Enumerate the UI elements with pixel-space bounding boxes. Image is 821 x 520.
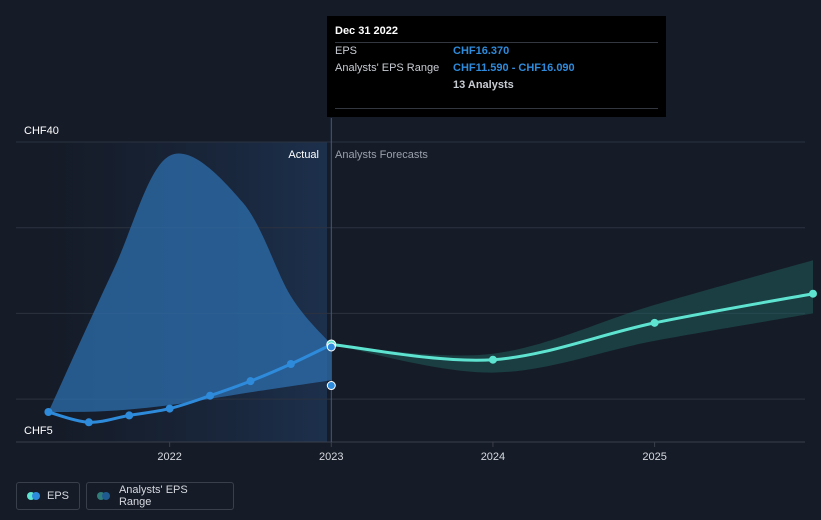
y-axis-label-bottom: CHF5: [24, 425, 53, 437]
tooltip-key: Analysts' EPS Range: [335, 62, 440, 74]
eps-points: [44, 289, 817, 427]
eps-point: [165, 404, 174, 413]
x-tick-label: 2022: [157, 451, 181, 463]
range-bands: [48, 153, 813, 412]
range-marker-point: [326, 342, 336, 352]
eps-point: [246, 377, 255, 386]
legend-range-label: Analysts' EPS Range: [118, 484, 188, 508]
eps-point: [44, 408, 53, 416]
tooltip-value: CHF11.590 - CHF16.090: [453, 62, 575, 74]
eps-point: [206, 391, 215, 400]
legend-item-range[interactable]: Analysts' EPS Range: [86, 482, 234, 510]
tooltip-value: 13 Analysts: [453, 79, 514, 91]
tooltip-value: CHF16.370: [453, 45, 510, 57]
tooltip: Dec 31 2022 EPS CHF16.370 Analysts' EPS …: [327, 16, 666, 117]
range-band: [48, 153, 332, 412]
range-swatch-icon: [97, 492, 111, 500]
eps-point: [650, 318, 659, 327]
eps-point: [488, 355, 497, 364]
tooltip-row-range: Analysts' EPS Range CHF11.590 - CHF16.09…: [335, 60, 658, 77]
forecast-region-label: Analysts Forecasts: [335, 149, 428, 161]
range-marker-point: [326, 381, 336, 391]
eps-swatch-icon: [27, 492, 40, 500]
x-tick-label: 2023: [319, 451, 343, 463]
legend-item-eps[interactable]: EPS: [16, 482, 80, 510]
legend-eps-label: EPS: [46, 490, 69, 502]
tooltip-row-analysts: 13 Analysts: [335, 77, 658, 94]
x-tick-label: 2024: [481, 451, 505, 463]
tooltip-divider: [335, 108, 658, 109]
series-line: [331, 292, 814, 362]
tooltip-key: EPS: [335, 45, 358, 57]
eps-point: [125, 411, 134, 420]
y-axis-label-top: CHF40: [24, 125, 59, 137]
tooltip-date: Dec 31 2022: [335, 25, 398, 37]
actual-region-label: Actual: [288, 149, 319, 161]
eps-point: [809, 289, 817, 298]
tooltip-key: [335, 77, 453, 94]
range-band: [331, 260, 813, 373]
x-axis-ticks: 2022 2023 2024 2025: [157, 442, 667, 463]
eps-point: [84, 418, 93, 427]
x-tick-label: 2025: [642, 451, 666, 463]
eps-point: [286, 360, 295, 368]
tooltip-row-eps: EPS CHF16.370: [335, 42, 658, 60]
